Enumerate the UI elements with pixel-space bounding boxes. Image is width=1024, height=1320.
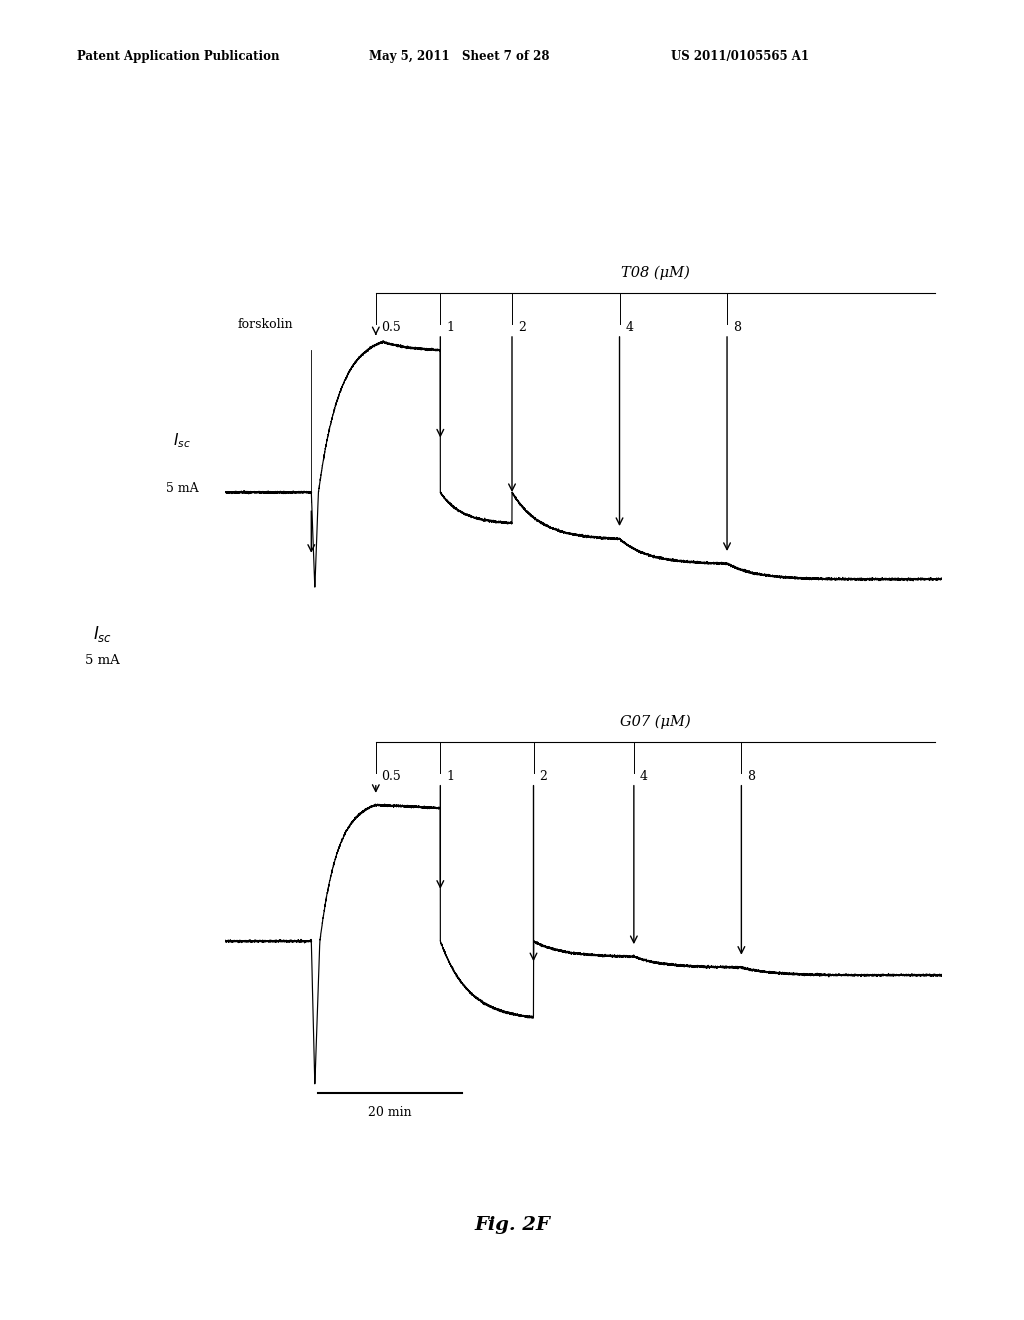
- Text: 1: 1: [446, 321, 454, 334]
- Text: 2: 2: [518, 321, 525, 334]
- Text: 2: 2: [540, 770, 547, 783]
- Text: Fig. 2F: Fig. 2F: [474, 1216, 550, 1234]
- Text: 8: 8: [733, 321, 740, 334]
- Text: May 5, 2011   Sheet 7 of 28: May 5, 2011 Sheet 7 of 28: [369, 50, 549, 63]
- Text: $I_{sc}$: $I_{sc}$: [173, 430, 191, 450]
- Text: 4: 4: [626, 321, 633, 334]
- Text: T08 (μM): T08 (μM): [621, 265, 690, 280]
- Text: 0.5: 0.5: [382, 770, 401, 783]
- Text: forskolin: forskolin: [238, 318, 293, 330]
- Text: $I_{sc}$: $I_{sc}$: [93, 623, 112, 644]
- Text: US 2011/0105565 A1: US 2011/0105565 A1: [671, 50, 809, 63]
- Text: 20 min: 20 min: [369, 1106, 412, 1119]
- Text: 8: 8: [748, 770, 755, 783]
- Text: 1: 1: [446, 770, 454, 783]
- Text: 5 mA: 5 mA: [85, 653, 120, 667]
- Text: 4: 4: [640, 770, 647, 783]
- Text: Patent Application Publication: Patent Application Publication: [77, 50, 280, 63]
- Text: G07 (μM): G07 (μM): [620, 714, 691, 729]
- Text: 0.5: 0.5: [382, 321, 401, 334]
- Text: 5 mA: 5 mA: [166, 482, 199, 495]
